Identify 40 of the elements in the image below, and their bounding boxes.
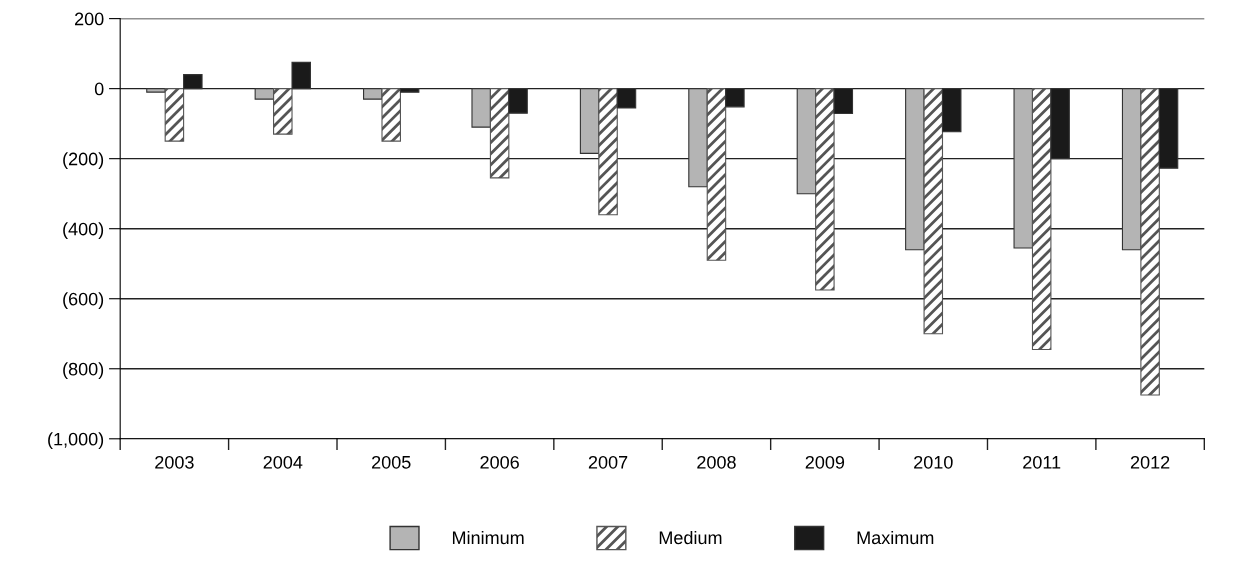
bar bbox=[905, 88, 925, 251]
x-tick-label: 2003 bbox=[155, 455, 194, 469]
x-tick-label: 2005 bbox=[372, 455, 411, 469]
bar bbox=[273, 88, 293, 135]
x-tick-label: 2011 bbox=[1023, 455, 1061, 469]
bar bbox=[688, 88, 708, 188]
bar bbox=[706, 88, 727, 261]
y-tick-label: (400) bbox=[63, 222, 104, 239]
bar bbox=[579, 88, 600, 154]
bar bbox=[1031, 88, 1052, 351]
bar bbox=[1013, 88, 1034, 249]
legend-label: Medium bbox=[659, 530, 722, 545]
x-tick-label: 2010 bbox=[914, 455, 953, 469]
y-tick-label: 200 bbox=[75, 12, 104, 26]
x-tick-label: 2008 bbox=[697, 455, 736, 469]
y-tick-label: (800) bbox=[63, 362, 104, 380]
bar bbox=[471, 88, 491, 128]
bar bbox=[146, 88, 166, 93]
bar bbox=[1140, 88, 1160, 396]
bar bbox=[598, 88, 618, 216]
bar bbox=[254, 88, 275, 100]
y-tick-label: (1,000) bbox=[48, 432, 104, 450]
legend-label: Maximum bbox=[857, 530, 934, 545]
bar bbox=[381, 88, 401, 142]
bar bbox=[796, 88, 817, 195]
bar bbox=[923, 88, 944, 335]
bar bbox=[489, 88, 510, 179]
x-tick-label: 2007 bbox=[588, 455, 628, 469]
bar bbox=[1121, 88, 1142, 251]
bar bbox=[164, 88, 185, 142]
x-tick-label: 2009 bbox=[805, 455, 845, 469]
x-tick-label: 2004 bbox=[263, 455, 303, 469]
y-tick-label: 0 bbox=[94, 82, 104, 96]
bar bbox=[815, 88, 835, 291]
y-tick-label: (200) bbox=[63, 152, 104, 169]
y-tick-label: (600) bbox=[63, 292, 104, 310]
legend-label: Minimum bbox=[452, 530, 524, 545]
x-tick-label: 2012 bbox=[1130, 455, 1170, 469]
x-tick-label: 2006 bbox=[480, 455, 519, 469]
bar bbox=[363, 88, 383, 100]
